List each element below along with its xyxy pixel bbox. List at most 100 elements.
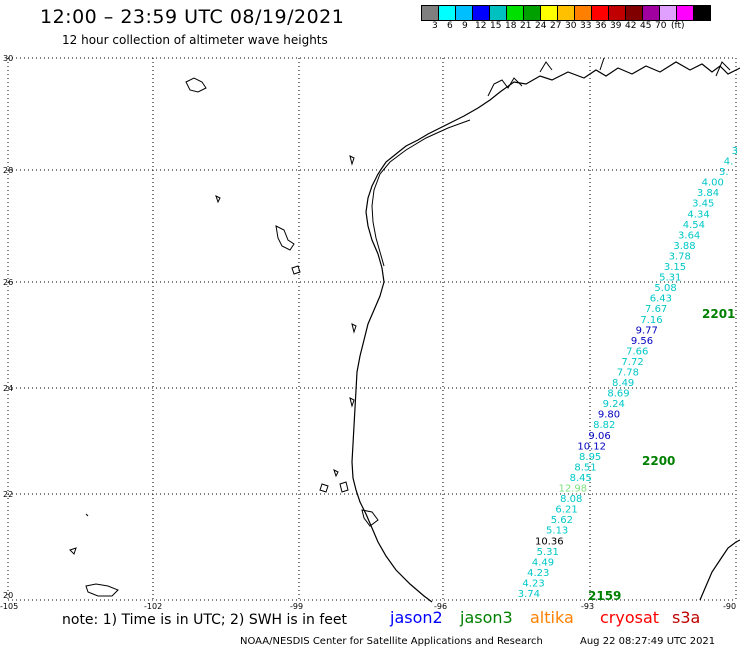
coastline [351,61,740,603]
wave-height-label: 5.08 [654,283,676,294]
time-label: 2200 [642,454,675,468]
lake-outline [333,469,339,478]
time-label: 2201 [702,307,735,321]
lake-outline [351,323,357,334]
wave-height-label: 3.88 [673,241,695,252]
lake-outline [361,509,379,527]
wave-height-label: 8.45 [570,473,592,484]
lat-label: 24 [3,384,14,393]
legend-altika: altika [530,608,574,627]
barrier-island [371,119,471,267]
wave-height-label: 3.74 [518,589,540,600]
lon-label: -96 [434,602,448,611]
wave-height-label: 9.77 [636,325,658,336]
colorbar-label: 12 [475,21,487,31]
wave-height-label: 7.67 [645,304,667,315]
lake-outline [215,195,221,204]
colorbar-label: 42 [625,21,637,31]
lon-label: -93 [581,602,595,611]
wave-height-label: 7.16 [640,315,662,326]
wave-height-label: 8.49 [612,378,634,389]
colorbar-label: 24 [535,21,547,31]
wave-height-label: 3.78 [669,252,691,263]
colorbar-label: 39 [610,21,622,31]
wave-height-label: 10.36 [535,536,564,547]
wave-height-label: 3.84 [697,188,719,199]
legend-jason2: jason2 [390,608,443,627]
colorbar-label: 27 [550,21,562,31]
wave-height-label: 4.34 [687,209,709,220]
lon-label: -90 [723,602,737,611]
inland-lakes [69,77,379,597]
time-label: 2159 [588,589,621,603]
wave-height-label: 4.23 [527,568,549,579]
legend-s3a: s3a [672,608,701,627]
lon-label: -105 [0,602,19,611]
wave-height-label: 8.51 [574,462,596,473]
wave-height-label: 5.31 [659,273,681,284]
wave-height-label: 7.66 [626,346,648,357]
wave-height-label: 4.23 [522,579,544,590]
wave-height-label: 8.95 [579,452,601,463]
colorbar-swatch [693,5,711,21]
colorbar-label: 33 [580,21,592,31]
map-title: 12:00 – 23:59 UTC 08/19/2021 [40,6,345,28]
legend-jason3: jason3 [460,608,513,627]
generation-timestamp: Aug 22 08:27:49 UTC 2021 [580,636,716,647]
wave-height-label: 8.69 [607,389,629,400]
lake-outline [85,513,89,517]
wave-height-label: 9.24 [603,399,625,410]
wave-height-label: 9.56 [631,336,653,347]
lat-label: 30 [3,54,14,63]
coastline-mexico-east [699,539,740,601]
wave-height-label: 12.98 [558,484,587,495]
wave-height-label: 4.00 [702,178,724,189]
colorbar-labels: 3 6 9 12 15 18 21 24 27 30 33 36 39 42 4… [421,21,740,33]
colorbar-label: 15 [490,21,502,31]
wave-height-label: 4.54 [683,220,705,231]
wave-height-label: 10.12 [577,441,606,452]
wave-height-colorbar [421,5,711,21]
wave-height-label: 5.13 [546,526,568,537]
wave-height-label: 9.80 [598,410,620,421]
lake-outline [349,397,355,408]
wave-height-label: 8.82 [593,420,615,431]
lake-outline [69,547,77,555]
wave-height-label: 7.72 [621,357,643,368]
colorbar-label: 6 [447,21,453,31]
credit-line: NOAA/NESDIS Center for Satellite Applica… [240,636,543,647]
wave-height-label: 3.15 [664,262,686,273]
jason3-track: 34.3.4.003.843.454.344.543.643.883.783.1… [518,146,738,603]
colorbar-label: 70 [655,21,667,31]
colorbar-label: 18 [505,21,517,31]
wave-height-label: 3. [719,167,729,178]
colorbar-label: 36 [595,21,607,31]
lat-label: 26 [3,278,14,287]
wave-height-label: 7.78 [617,368,639,379]
legend-cryosat: cryosat [600,608,660,627]
wave-height-label: 3 [732,146,738,157]
colorbar-label: 45 [640,21,652,31]
wave-height-label: 5.62 [551,515,573,526]
lake-outline [275,225,295,251]
lake-outline [339,481,349,493]
colorbar-label: (ft) [671,21,685,31]
wave-height-label: 4.49 [532,557,554,568]
colorbar-label: 21 [520,21,532,31]
lake-outline [85,583,119,597]
lat-label: 20 [3,591,14,600]
wave-height-label: 3.45 [692,199,714,210]
wave-height-label: 3.64 [678,230,700,241]
map-subtitle: 12 hour collection of altimeter wave hei… [62,33,328,47]
lake-outline [349,155,355,166]
wave-height-label: 9.06 [588,431,610,442]
graticule [7,57,737,601]
wave-height-label: 6.43 [650,294,672,305]
lon-label: -102 [144,602,163,611]
wave-height-label: 8.08 [560,494,582,505]
wave-height-label: 6.21 [555,505,577,516]
lon-label: -99 [290,602,304,611]
units-note: note: 1) Time is in UTC; 2) SWH is in fe… [62,612,348,628]
colorbar-label: 9 [462,21,468,31]
lake-outline [185,77,207,93]
